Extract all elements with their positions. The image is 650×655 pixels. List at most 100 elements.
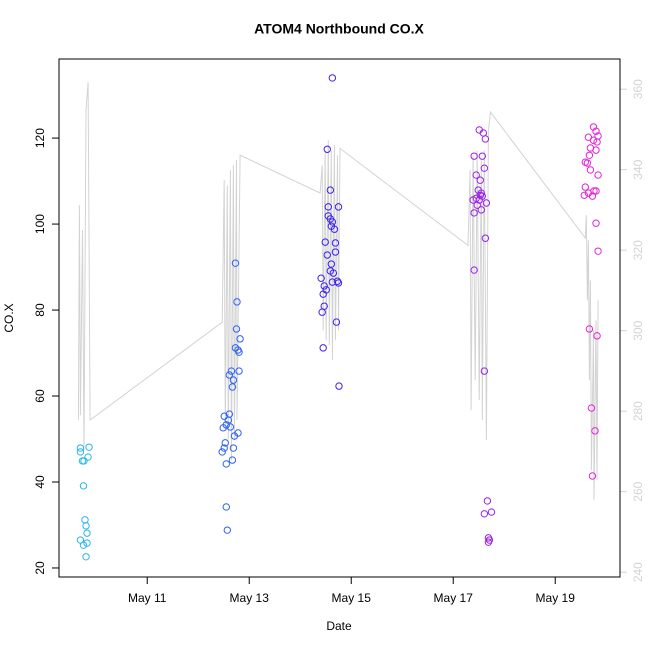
chart-title: ATOM4 Northbound CO.X — [254, 21, 424, 37]
y-tick-label: 80 — [33, 303, 47, 317]
point — [585, 151, 594, 159]
point — [583, 159, 592, 167]
point — [326, 267, 335, 275]
point — [222, 503, 230, 511]
point — [592, 127, 600, 135]
point — [76, 448, 85, 456]
point — [594, 247, 602, 255]
y2-tick-label: 260 — [631, 481, 645, 501]
point — [229, 444, 238, 452]
point — [330, 225, 339, 233]
point — [318, 308, 326, 316]
point — [231, 344, 240, 352]
y2-tick-label: 280 — [631, 401, 645, 421]
point — [85, 443, 93, 451]
point — [328, 278, 337, 286]
point — [477, 206, 485, 214]
point — [76, 444, 85, 452]
point — [221, 439, 229, 447]
point — [591, 427, 599, 435]
y2-tick-label: 300 — [631, 320, 645, 340]
point — [82, 553, 90, 561]
point — [326, 186, 335, 194]
point — [480, 164, 489, 172]
point — [229, 376, 238, 384]
point — [592, 146, 600, 154]
point — [223, 526, 232, 534]
point — [84, 453, 92, 461]
point — [319, 344, 327, 352]
point — [470, 266, 478, 274]
point — [79, 541, 88, 549]
point — [592, 219, 600, 227]
y-tick-label: 120 — [33, 128, 47, 148]
point — [225, 410, 234, 418]
point — [592, 187, 600, 195]
y2-tick-label: 320 — [631, 240, 645, 260]
point — [331, 239, 340, 247]
point — [220, 444, 228, 452]
point — [481, 234, 490, 242]
point — [226, 423, 235, 431]
point — [483, 497, 492, 505]
point — [482, 199, 491, 207]
point — [589, 123, 598, 131]
point — [228, 383, 237, 391]
point — [222, 421, 230, 429]
line — [77, 82, 599, 501]
point — [588, 192, 597, 200]
point — [480, 510, 489, 518]
point — [317, 274, 325, 282]
point — [585, 325, 594, 333]
point — [319, 290, 327, 298]
point — [231, 259, 240, 267]
point — [321, 238, 329, 246]
x-tick-label: May 19 — [536, 591, 576, 605]
x-tick-label: May 13 — [230, 591, 270, 605]
point — [236, 335, 244, 343]
point — [594, 171, 602, 179]
point — [235, 348, 243, 356]
point — [323, 145, 331, 153]
point — [473, 201, 481, 209]
y-tick-label: 20 — [33, 561, 47, 575]
point — [590, 187, 598, 195]
y-tick-label: 40 — [33, 475, 47, 489]
point — [470, 209, 478, 217]
point — [586, 166, 595, 174]
point — [470, 152, 478, 160]
point — [218, 448, 226, 456]
point — [222, 460, 230, 468]
point — [480, 367, 489, 375]
x-tick-label: May 15 — [332, 591, 372, 605]
point — [324, 203, 332, 211]
point — [228, 456, 237, 464]
point — [82, 522, 90, 530]
point — [588, 472, 597, 480]
point — [235, 367, 243, 375]
point — [593, 138, 601, 146]
point — [234, 429, 242, 437]
point — [478, 192, 486, 200]
point — [477, 189, 485, 197]
x-axis-label: Date — [326, 619, 352, 633]
point — [225, 371, 234, 379]
point — [233, 298, 241, 306]
point — [79, 482, 88, 490]
point — [331, 248, 340, 256]
plot-box — [58, 58, 621, 578]
x-tick-label: May 11 — [128, 591, 167, 605]
point — [227, 367, 236, 375]
point — [333, 277, 342, 285]
point — [320, 282, 328, 290]
point — [476, 176, 484, 184]
point — [335, 382, 343, 390]
point — [587, 404, 596, 412]
point — [83, 539, 91, 547]
point — [323, 251, 331, 259]
x-tick-label: May 17 — [434, 591, 474, 605]
point — [83, 529, 91, 537]
y-tick-label: 100 — [33, 214, 47, 234]
